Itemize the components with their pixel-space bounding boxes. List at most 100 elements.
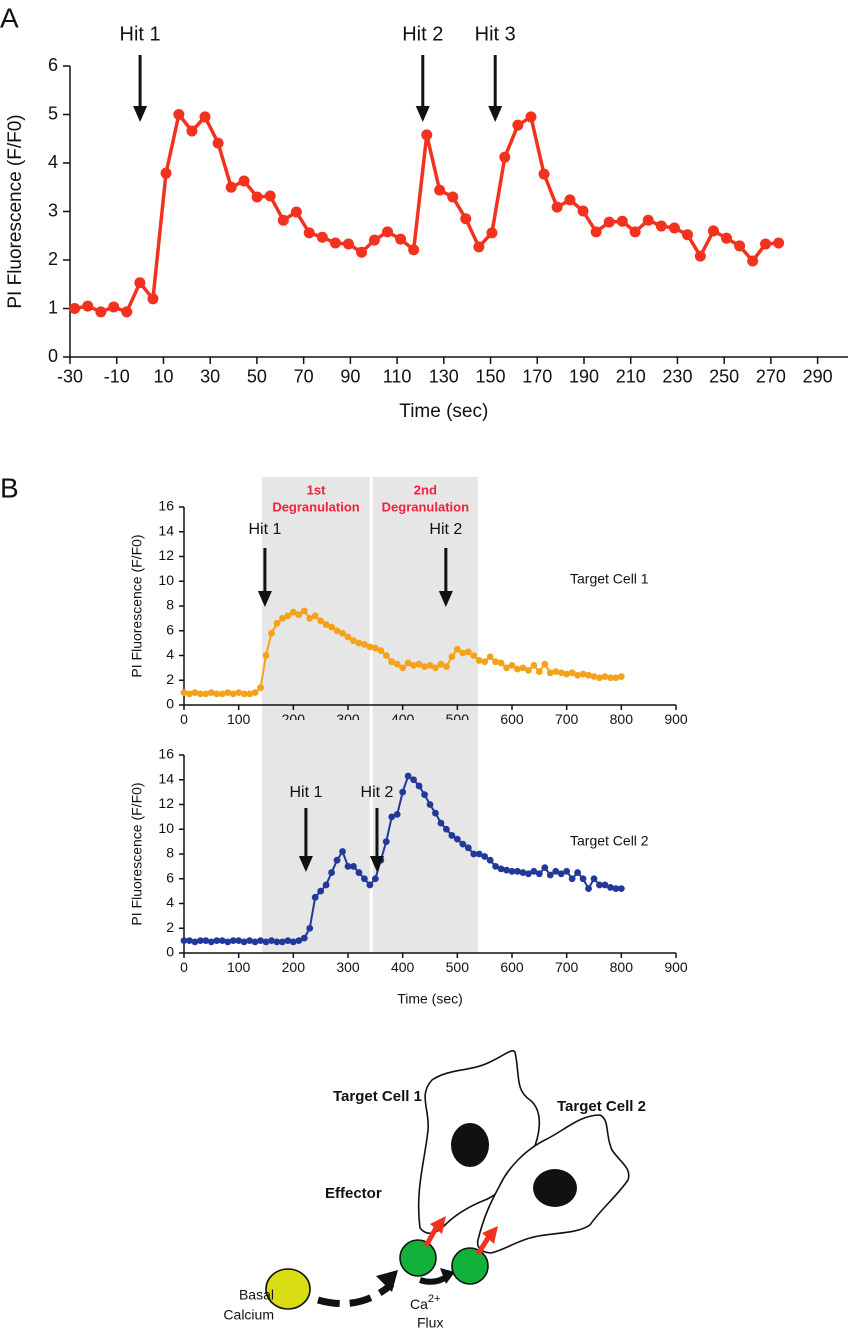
data-point <box>421 129 433 141</box>
data-point <box>199 111 211 123</box>
data-point <box>481 658 489 666</box>
y-tick-label: 16 <box>158 498 174 514</box>
y-axis-label: PI Fluorescence (F/F0) <box>129 534 145 677</box>
data-point <box>453 645 461 653</box>
x-tick-label: 210 <box>616 366 646 386</box>
data-point <box>408 244 420 256</box>
data-point <box>601 881 609 889</box>
data-point <box>191 938 199 946</box>
hit-label: Hit 2 <box>429 521 462 538</box>
data-point <box>557 669 565 677</box>
data-point <box>121 306 133 318</box>
data-point <box>557 870 565 878</box>
hit-arrowhead <box>438 591 453 607</box>
hit-label: Hit 3 <box>475 23 516 45</box>
data-point <box>546 871 554 879</box>
nucleus <box>451 1123 489 1167</box>
data-point <box>322 881 330 889</box>
data-point <box>306 614 314 622</box>
y-tick-label: 12 <box>158 547 174 563</box>
data-point <box>432 809 439 817</box>
data-point <box>399 664 407 672</box>
data-point <box>497 865 505 873</box>
data-point <box>508 867 516 875</box>
x-tick-label: 100 <box>227 711 251 727</box>
data-point <box>552 867 560 875</box>
data-point <box>290 206 302 218</box>
data-point <box>426 801 434 808</box>
data-point <box>317 887 325 895</box>
data-point <box>568 669 576 677</box>
data-point <box>514 867 521 875</box>
x-tick-label: 500 <box>446 959 470 975</box>
data-point <box>218 690 226 698</box>
data-point <box>273 619 281 627</box>
data-point <box>603 216 615 228</box>
data-point <box>322 621 330 628</box>
data-point <box>257 937 264 945</box>
data-point <box>257 684 264 692</box>
data-point <box>601 673 609 680</box>
data-point <box>499 151 511 163</box>
label: Ca2+ <box>410 1293 440 1312</box>
x-tick-label: 0 <box>180 711 188 727</box>
x-tick-label: 200 <box>282 959 306 975</box>
data-point <box>459 840 467 848</box>
data-point <box>585 671 592 679</box>
data-point <box>426 662 434 669</box>
data-point <box>668 222 680 234</box>
data-point <box>617 885 625 893</box>
region-label: 2nd <box>414 482 437 497</box>
data-point <box>69 303 81 314</box>
data-point <box>612 885 620 893</box>
data-point <box>361 640 368 648</box>
hit-arrowhead <box>488 106 503 122</box>
data-point <box>563 670 571 678</box>
hit-label: Hit 1 <box>289 784 322 801</box>
y-tick-label: 2 <box>166 919 174 935</box>
y-tick-label: 6 <box>48 55 58 75</box>
y-tick-label: 1 <box>48 297 58 317</box>
data-point <box>655 220 667 232</box>
data-point <box>368 234 380 246</box>
data-point <box>229 937 237 945</box>
data-point <box>246 937 254 945</box>
data-point <box>235 689 243 697</box>
data-point <box>264 190 276 202</box>
y-tick-label: 14 <box>158 522 174 538</box>
data-point <box>410 776 417 784</box>
y-tick-label: 16 <box>158 746 174 762</box>
chart: 0 1 2 3 4 5 6 -30 -10 10 30 50 70 90 110 130 150 170 190 21… <box>0 2 848 422</box>
data-point <box>329 237 341 249</box>
data-point <box>552 668 560 675</box>
data-point <box>246 690 254 698</box>
data-point <box>747 255 759 267</box>
data-point <box>213 937 221 945</box>
data-point <box>481 853 489 860</box>
data-point <box>229 690 237 698</box>
data-point <box>512 119 524 131</box>
label: Basal <box>239 1287 274 1303</box>
data-point <box>514 665 521 673</box>
panel-label: B <box>0 472 19 503</box>
data-point <box>459 649 467 657</box>
data-point <box>448 653 456 661</box>
x-tick-label: 110 <box>383 366 412 386</box>
y-tick-label: 8 <box>166 845 174 861</box>
data-point <box>574 869 581 876</box>
data-point <box>279 938 286 946</box>
data-point <box>486 227 498 239</box>
data-point <box>147 293 159 305</box>
y-tick-label: 10 <box>158 820 174 836</box>
data-point <box>568 875 576 883</box>
data-point <box>525 870 532 878</box>
data-point <box>410 662 417 669</box>
data-point <box>492 862 499 870</box>
data-point <box>563 867 571 875</box>
x-tick-label: 270 <box>756 366 786 386</box>
data-point <box>366 643 374 651</box>
x-tick-label: 290 <box>803 366 833 386</box>
data-point <box>366 881 374 889</box>
data-point <box>240 938 248 946</box>
